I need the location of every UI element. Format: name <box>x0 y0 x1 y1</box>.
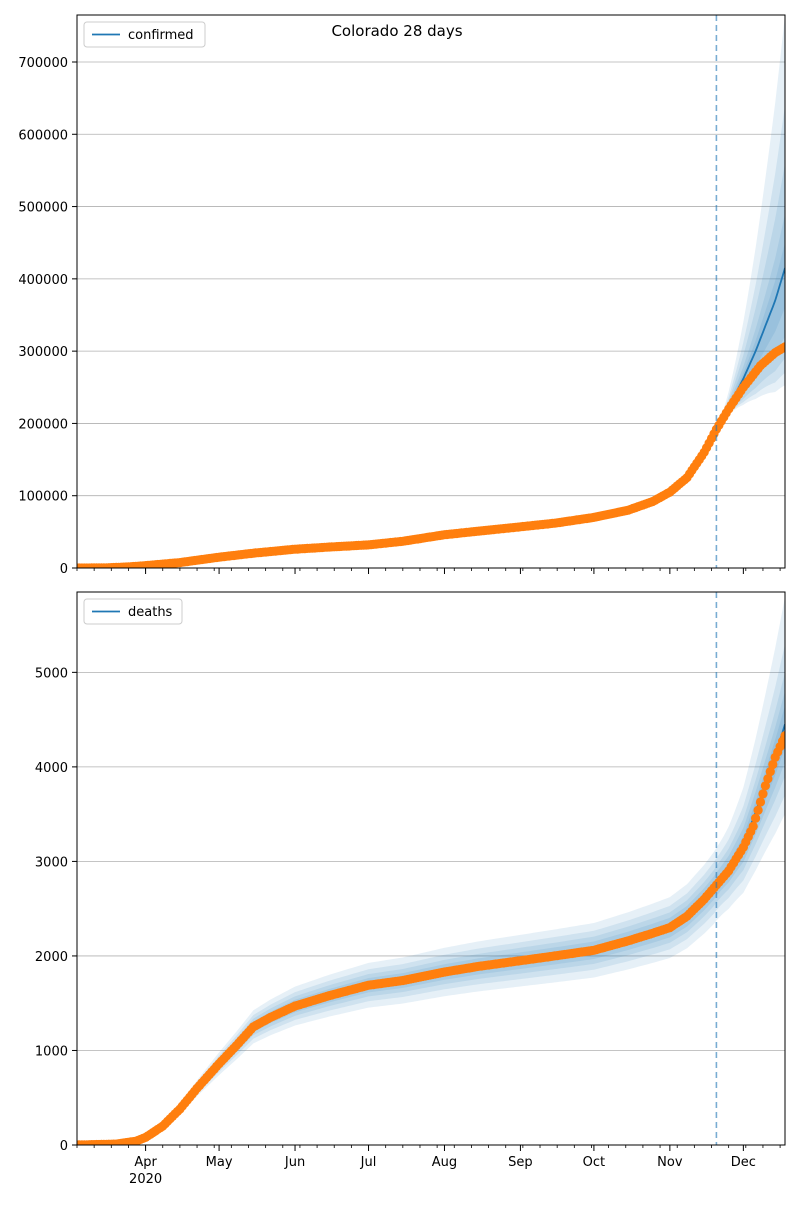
observed-point <box>760 781 771 791</box>
x-tick-label: Jun <box>284 1155 305 1170</box>
confidence-band-wide <box>716 105 785 429</box>
observed-point <box>780 731 785 741</box>
y-tick-label: 600000 <box>18 128 68 143</box>
x-tick-sublabel: 2020 <box>129 1172 162 1187</box>
observed-point <box>758 789 768 799</box>
y-tick-label: 3000 <box>35 855 68 870</box>
y-tick-label: 2000 <box>35 950 68 965</box>
y-tick-label: 300000 <box>18 345 68 360</box>
y-tick-label: 100000 <box>18 490 68 505</box>
y-tick-label: 0 <box>60 1139 68 1154</box>
observed-points <box>77 731 785 1145</box>
figure-title: Colorado 28 days <box>331 22 462 40</box>
confidence-band-outer <box>716 15 785 429</box>
observed-point <box>755 797 766 807</box>
observed-point <box>763 774 773 784</box>
y-tick-label: 1000 <box>35 1044 68 1059</box>
x-tick-label: Dec <box>731 1155 756 1170</box>
observed-point <box>751 813 761 823</box>
x-tick-label: Jul <box>360 1155 377 1170</box>
observed-point <box>753 805 763 815</box>
confirmed-panel: 0 100000 200000 300000 400000 500000 600000 700… <box>18 14 786 577</box>
legend-box <box>83 598 183 625</box>
y-tick-label: 500000 <box>18 201 68 216</box>
deaths-panel: 0 1000 2000 3000 4000 5000 Apr 2020 May Jun Jul Aug… <box>35 591 786 1187</box>
x-tick-label: Sep <box>508 1155 533 1170</box>
confidence-band-wide <box>128 643 785 1143</box>
confidence-band-inner <box>716 213 785 429</box>
y-tick-label: 0 <box>60 562 68 577</box>
plot-frame <box>76 14 786 569</box>
y-tick-label: 5000 <box>35 666 68 681</box>
legend-box <box>83 21 206 48</box>
plot-frame <box>76 591 786 1146</box>
confidence-band-core <box>716 242 785 429</box>
x-tick-label: Oct <box>583 1155 605 1170</box>
x-tick-label: May <box>206 1155 233 1170</box>
legend-label: deaths <box>128 605 173 620</box>
observed-point <box>765 767 775 777</box>
observed-point <box>768 759 778 770</box>
legend-label: confirmed <box>128 28 194 43</box>
x-tick-label: Aug <box>432 1155 457 1170</box>
y-tick-label: 4000 <box>35 761 68 776</box>
observed-point <box>748 821 758 832</box>
observed-point <box>780 342 785 352</box>
y-tick-label: 400000 <box>18 273 68 288</box>
observed-points <box>77 342 785 568</box>
y-tick-label: 700000 <box>18 56 68 71</box>
y-tick-label: 200000 <box>18 417 68 432</box>
x-tick-label: Nov <box>657 1155 683 1170</box>
x-tick-label: Apr <box>134 1155 157 1170</box>
